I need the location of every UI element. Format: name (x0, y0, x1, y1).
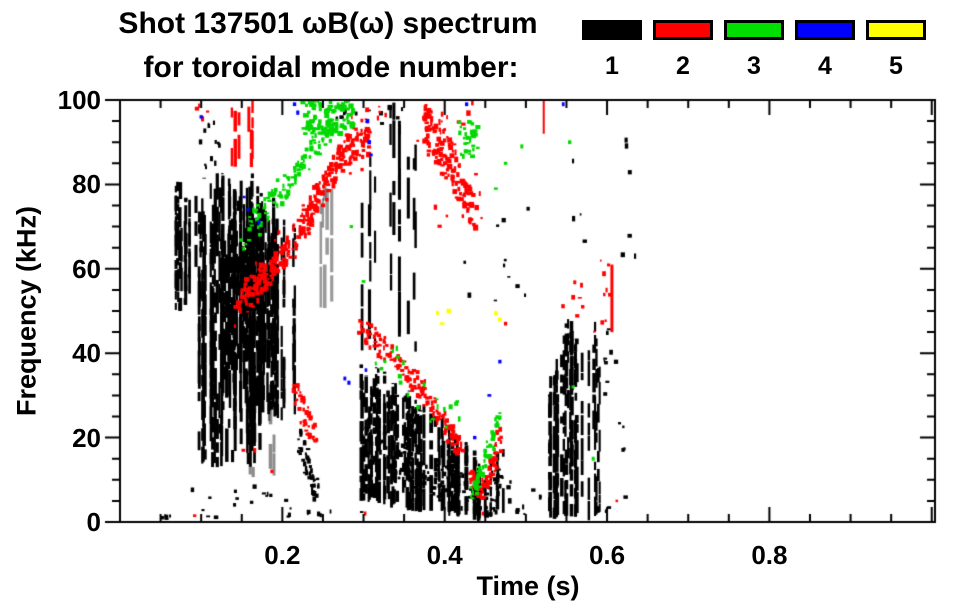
x-axis-tick-label: 0.6 (588, 540, 626, 570)
y-axis-title: Frequency (kHz) (11, 205, 42, 417)
y-axis-tick-label: 60 (72, 253, 101, 284)
y-axis-tick-label: 20 (72, 422, 101, 453)
legend-swatch (582, 20, 642, 40)
legend-swatch (795, 20, 855, 40)
legend-item: 3 (724, 20, 784, 79)
y-axis-tick-label: 0 (86, 507, 101, 537)
legend-item: 4 (795, 20, 855, 79)
legend-swatch (724, 20, 784, 40)
y-axis-tick-label: 100 (57, 85, 101, 115)
x-axis-tick-label: 0.4 (426, 540, 463, 570)
legend-item: 1 (582, 20, 642, 79)
legend-label: 1 (605, 52, 619, 80)
legend-label: 3 (747, 52, 761, 80)
x-axis-tick-label: 0.2 (264, 540, 301, 570)
legend-swatch (866, 20, 926, 40)
legend-swatch (653, 20, 713, 40)
legend: 1 2 3 4 5 (582, 20, 926, 79)
chart-title-line2: for toroidal mode number: (143, 51, 519, 84)
chart-title-line1: Shot 137501 ωB(ω) spectrum (118, 7, 538, 40)
legend-item: 5 (866, 20, 926, 79)
y-axis-tick-label: 40 (72, 338, 101, 369)
legend-label: 5 (889, 52, 903, 80)
y-axis-tick-label: 80 (72, 169, 101, 200)
legend-item: 2 (653, 20, 713, 79)
x-axis-tick-label: 0.8 (751, 540, 788, 570)
legend-label: 4 (818, 52, 832, 80)
x-axis-title: Time (s) (476, 571, 580, 601)
legend-label: 2 (676, 52, 690, 80)
